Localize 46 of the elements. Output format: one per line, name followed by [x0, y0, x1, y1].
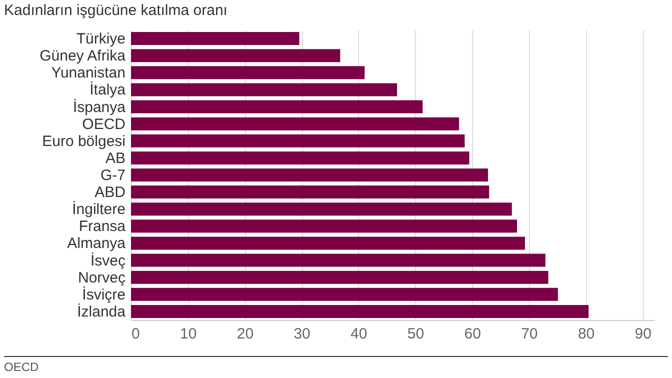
bar	[131, 32, 300, 46]
bar	[131, 254, 546, 267]
y-tick-label: Güney Afrika	[40, 48, 126, 65]
y-tick-label: İzlanda	[77, 302, 126, 320]
bar	[131, 49, 340, 62]
bar	[131, 83, 398, 96]
bar	[131, 304, 589, 318]
bar	[131, 186, 490, 199]
bar	[131, 151, 470, 164]
y-tick-label: Euro bölgesi	[42, 132, 126, 150]
y-tick-label: İtalya	[90, 80, 126, 99]
bar	[131, 270, 548, 284]
y-tick-label: İsveç	[90, 251, 126, 270]
y-tick-label: Almanya	[67, 235, 126, 252]
x-tick-label: 0	[132, 326, 140, 342]
x-tick-label: 90	[634, 326, 652, 342]
y-tick-label: OECD	[82, 116, 126, 133]
x-tick-label: 50	[407, 326, 424, 342]
x-tick-label: 40	[350, 326, 368, 342]
chart-title: Kadınların işgücüne katılma oranı	[4, 2, 228, 19]
x-tick-label: 10	[180, 326, 197, 342]
y-tick-label: İngiltere	[72, 200, 126, 218]
y-tick-label: İsviçre	[82, 285, 126, 304]
x-tick-label: 80	[578, 326, 595, 342]
bar	[131, 220, 517, 233]
x-tick-label: 60	[464, 326, 481, 342]
y-tick-label: G-7	[100, 167, 126, 184]
x-tick-label: 20	[236, 326, 254, 342]
y-tick-label: AB	[105, 150, 126, 167]
x-tick-label: 30	[294, 326, 310, 342]
bar	[131, 236, 525, 250]
bar	[131, 288, 558, 301]
y-tick-label: Fransa	[78, 218, 126, 236]
bar	[131, 66, 365, 80]
y-tick-label: İspanya	[72, 98, 126, 116]
y-tick-label: ABD	[94, 184, 126, 202]
y-tick-label: Türkiye	[76, 30, 126, 48]
x-tick-label: 70	[521, 326, 538, 342]
bar	[131, 117, 460, 130]
bar	[131, 202, 512, 216]
y-tick-label: Norveç	[78, 269, 126, 286]
y-tick-label: Yunanistan	[51, 64, 126, 82]
bar	[131, 134, 465, 148]
text: OECD	[4, 360, 39, 374]
bar	[131, 100, 423, 114]
bar	[131, 168, 488, 182]
